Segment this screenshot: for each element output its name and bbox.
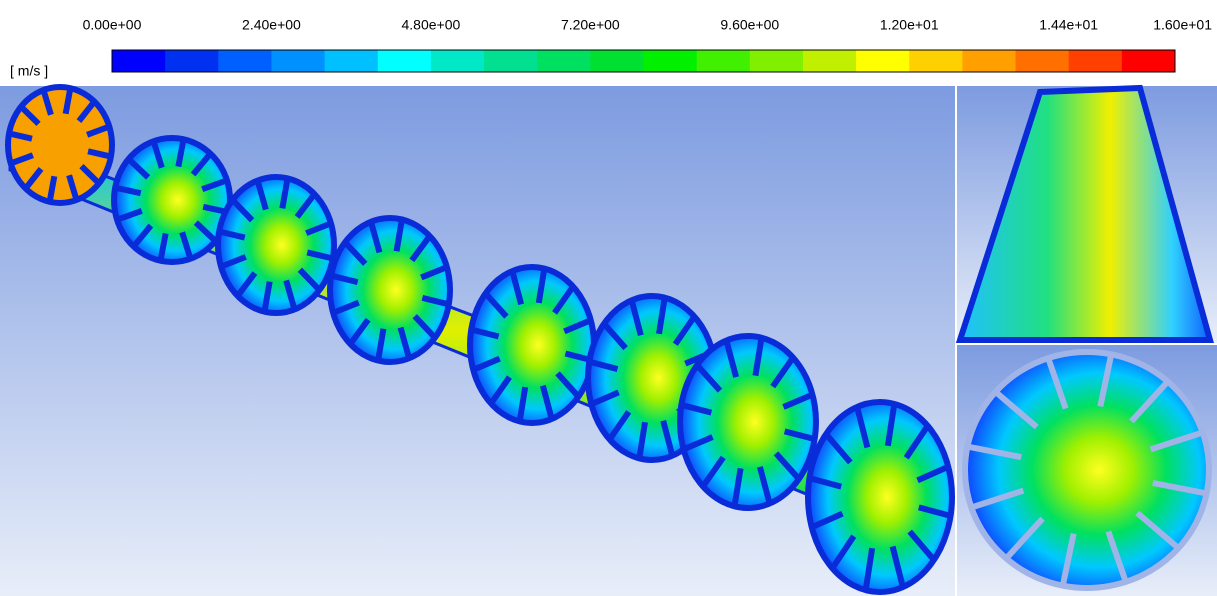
colorbar-band — [218, 50, 272, 72]
colorbar-band — [909, 50, 963, 72]
colorbar-band — [750, 50, 804, 72]
colorbar-band — [112, 50, 166, 72]
disc — [470, 267, 594, 423]
disc — [114, 138, 230, 262]
colorbar-band — [325, 50, 379, 72]
colorbar-tick-label: 9.60e+00 — [720, 17, 779, 33]
colorbar-band — [271, 50, 325, 72]
colorbar-band — [378, 50, 432, 72]
colorbar-band — [165, 50, 219, 72]
colorbar-tick-label: 7.20e+00 — [561, 17, 620, 33]
colorbar-tick-label: 4.80e+00 — [402, 17, 461, 33]
colorbar-tick-label: 0.00e+00 — [83, 17, 142, 33]
colorbar-band — [644, 50, 698, 72]
colorbar-band — [1016, 50, 1070, 72]
contour-view: [ m/s ] 0.00e+00 2.40e+00 4.80e+00 7.20e+00… — [0, 0, 1217, 596]
disc — [680, 336, 816, 508]
disc — [8, 87, 112, 203]
colorbar-band — [590, 50, 644, 72]
colorbar-band — [484, 50, 538, 72]
colorbar-tick-label: 1.60e+01 — [1153, 17, 1212, 33]
colorbar-band — [1122, 50, 1176, 72]
disc — [330, 218, 450, 362]
disc — [808, 402, 952, 592]
disc — [218, 177, 334, 313]
colorbar-band — [431, 50, 485, 72]
colorbar-tick-label: 2.40e+00 — [242, 17, 301, 33]
colorbar: 0.00e+00 2.40e+00 4.80e+00 7.20e+00 9.60e+00… — [83, 17, 1213, 72]
colorbar-band — [1069, 50, 1123, 72]
unit-label: [ m/s ] — [10, 63, 48, 79]
colorbar-band — [803, 50, 857, 72]
colorbar-band — [537, 50, 591, 72]
colorbar-tick-label: 1.20e+01 — [880, 17, 939, 33]
colorbar-band — [856, 50, 910, 72]
front-section — [965, 352, 1209, 588]
colorbar-band — [962, 50, 1016, 72]
disc — [965, 352, 1209, 588]
colorbar-tick-label: 1.44e+01 — [1039, 17, 1098, 33]
page: [ m/s ] 0.00e+00 2.40e+00 4.80e+00 7.20e+00… — [0, 0, 1217, 596]
colorbar-band — [697, 50, 751, 72]
